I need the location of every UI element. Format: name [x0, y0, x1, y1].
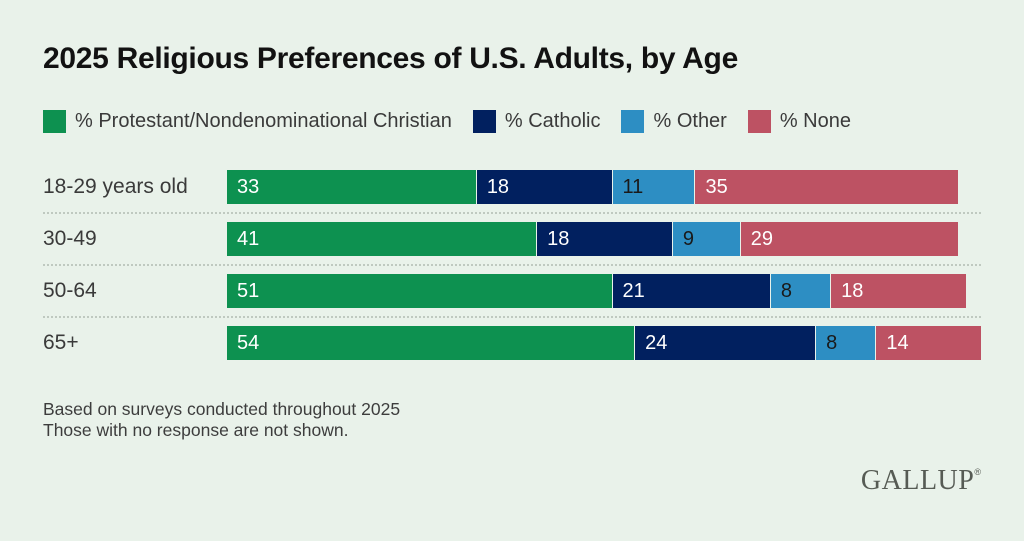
legend-label-catholic: % Catholic: [504, 109, 601, 132]
bar-value-label: 18: [841, 279, 864, 302]
footnote-line-2: Those with no response are not shown.: [43, 419, 349, 440]
bar-value-label: 35: [705, 175, 728, 198]
legend: % Protestant/Nondenominational Christian…: [43, 109, 981, 133]
legend-swatch-none: [747, 109, 771, 133]
bar-segment-none: 29: [739, 221, 959, 256]
chart-row: 65+ 54 24 8 14: [43, 318, 981, 368]
bar-segment-protestant: 51: [227, 273, 612, 308]
legend-item-protestant: % Protestant/Nondenominational Christian: [43, 109, 452, 133]
bar-value-label: 54: [237, 331, 260, 354]
bar-segment-none: 18: [830, 273, 966, 308]
legend-label-other: % Other: [653, 109, 727, 132]
bar-value-label: 24: [645, 331, 668, 354]
bar-value-label: 8: [780, 279, 792, 302]
bar-track: 51 21 8 18: [227, 273, 981, 308]
bar-value-label: 29: [750, 227, 773, 250]
legend-swatch-protestant: [43, 109, 66, 133]
gallup-wordmark: GALLUP: [860, 465, 975, 496]
bar-value-label: 14: [886, 331, 909, 354]
bar-segment-other: 9: [671, 221, 740, 256]
legend-item-catholic: % Catholic: [472, 109, 601, 133]
bar-segment-protestant: 54: [227, 325, 635, 360]
bar-value-label: 18: [486, 175, 510, 198]
legend-swatch-catholic: [472, 109, 496, 133]
bar-segment-other: 11: [611, 169, 695, 204]
chart-row: 18-29 years old 33 18 11 35: [43, 162, 981, 214]
bar-value-label: 18: [547, 227, 570, 250]
legend-label-none: % None: [779, 109, 851, 132]
registered-mark-icon: ®: [974, 467, 981, 477]
row-label: 65+: [43, 330, 79, 354]
bar-segment-catholic: 18: [536, 221, 672, 256]
bar-value-label: 8: [826, 331, 838, 354]
bar-track: 54 24 8 14: [227, 325, 981, 360]
row-label: 30-49: [43, 226, 97, 250]
bar-segment-catholic: 18: [475, 169, 612, 204]
footnote-line-1: Based on surveys conducted throughout 20…: [43, 398, 401, 419]
bar-segment-other: 8: [815, 325, 876, 360]
bar-segment-catholic: 21: [611, 273, 770, 308]
bar-track: 33 18 11 35: [227, 169, 981, 204]
bar-value-label: 11: [622, 175, 644, 198]
bar-value-label: 21: [622, 279, 645, 302]
bar-value-label: 51: [237, 279, 260, 302]
gallup-logo: GALLUP®: [861, 465, 981, 497]
bar-value-label: 41: [237, 227, 260, 250]
bar-segment-none: 35: [694, 169, 959, 204]
legend-label-protestant: % Protestant/Nondenominational Christian: [75, 109, 452, 132]
legend-swatch-other: [621, 109, 645, 133]
bar-segment-catholic: 24: [634, 325, 816, 360]
row-label: 18-29 years old: [43, 174, 188, 198]
bar-track: 41 18 9 29: [227, 221, 981, 256]
legend-item-other: % Other: [621, 109, 727, 133]
legend-item-none: % None: [747, 109, 851, 133]
footnote: Based on surveys conducted throughout 20…: [43, 399, 981, 442]
bar-segment-none: 14: [875, 325, 981, 360]
bar-value-label: 9: [682, 227, 694, 250]
row-label: 50-64: [43, 278, 97, 302]
bar-segment-protestant: 41: [227, 221, 537, 256]
bars-area: 18-29 years old 33 18 11 35 30-49 41 18 9 29 50-64…: [43, 162, 981, 368]
chart-row: 30-49 41 18 9 29: [43, 214, 981, 266]
bar-segment-other: 8: [769, 273, 831, 308]
chart-title: 2025 Religious Preferences of U.S. Adult…: [43, 42, 738, 75]
chart-row: 50-64 51 21 8 18: [43, 266, 981, 318]
bar-value-label: 33: [237, 175, 260, 198]
bar-segment-protestant: 33: [227, 169, 476, 204]
